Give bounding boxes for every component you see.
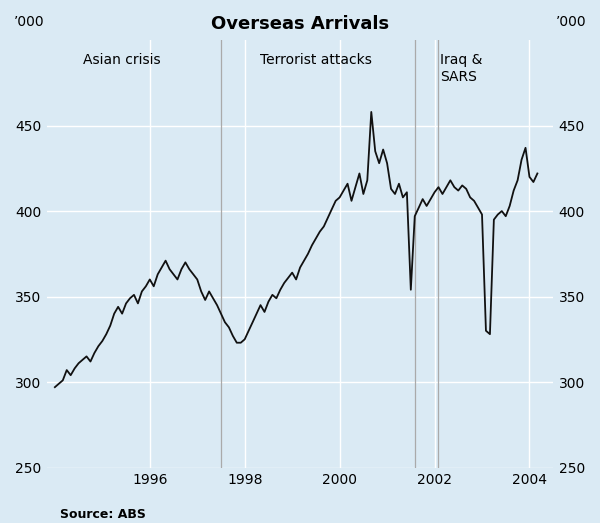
Text: ’000: ’000 [14, 15, 44, 29]
Text: ’000: ’000 [556, 15, 586, 29]
Text: Terrorist attacks: Terrorist attacks [260, 53, 372, 67]
Text: Asian crisis: Asian crisis [83, 53, 160, 67]
Text: Iraq &
SARS: Iraq & SARS [440, 53, 482, 84]
Title: Overseas Arrivals: Overseas Arrivals [211, 15, 389, 33]
Text: Source: ABS: Source: ABS [60, 508, 146, 521]
